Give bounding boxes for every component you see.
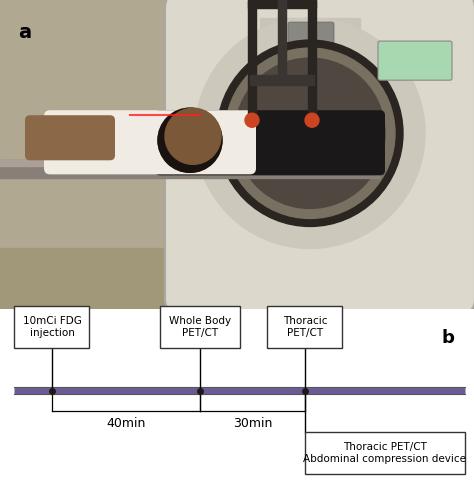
Circle shape — [165, 108, 221, 164]
Circle shape — [217, 40, 403, 226]
FancyBboxPatch shape — [267, 306, 343, 348]
Circle shape — [305, 113, 319, 127]
Text: b: b — [442, 329, 455, 347]
Text: 30min: 30min — [233, 417, 272, 430]
Bar — [248, 0, 316, 8]
Bar — [0, 248, 474, 309]
FancyBboxPatch shape — [305, 432, 465, 474]
Text: Thoracic PET/CT
Abdominal compression device: Thoracic PET/CT Abdominal compression de… — [303, 442, 466, 464]
FancyBboxPatch shape — [165, 0, 474, 313]
Bar — [308, 0, 316, 120]
Text: Whole Body
PET/CT: Whole Body PET/CT — [169, 316, 231, 338]
Circle shape — [158, 108, 222, 173]
FancyBboxPatch shape — [25, 115, 115, 160]
Circle shape — [235, 58, 385, 208]
Bar — [278, 0, 286, 75]
FancyBboxPatch shape — [44, 110, 256, 174]
FancyBboxPatch shape — [15, 306, 90, 348]
Circle shape — [158, 108, 222, 173]
Text: 40min: 40min — [106, 417, 146, 430]
Text: 10mCi FDG
injection: 10mCi FDG injection — [23, 316, 82, 338]
Circle shape — [195, 18, 425, 248]
Circle shape — [225, 48, 395, 218]
Bar — [200, 0, 474, 309]
Bar — [0, 160, 380, 178]
Circle shape — [245, 113, 259, 127]
FancyBboxPatch shape — [378, 41, 452, 80]
Text: a: a — [18, 23, 31, 42]
Bar — [260, 18, 360, 53]
Bar — [0, 160, 370, 166]
Bar — [250, 75, 314, 85]
FancyBboxPatch shape — [288, 22, 334, 50]
Text: Thoracic
PET/CT: Thoracic PET/CT — [283, 316, 327, 338]
FancyBboxPatch shape — [155, 110, 385, 175]
FancyBboxPatch shape — [160, 306, 240, 348]
Bar — [248, 0, 256, 120]
